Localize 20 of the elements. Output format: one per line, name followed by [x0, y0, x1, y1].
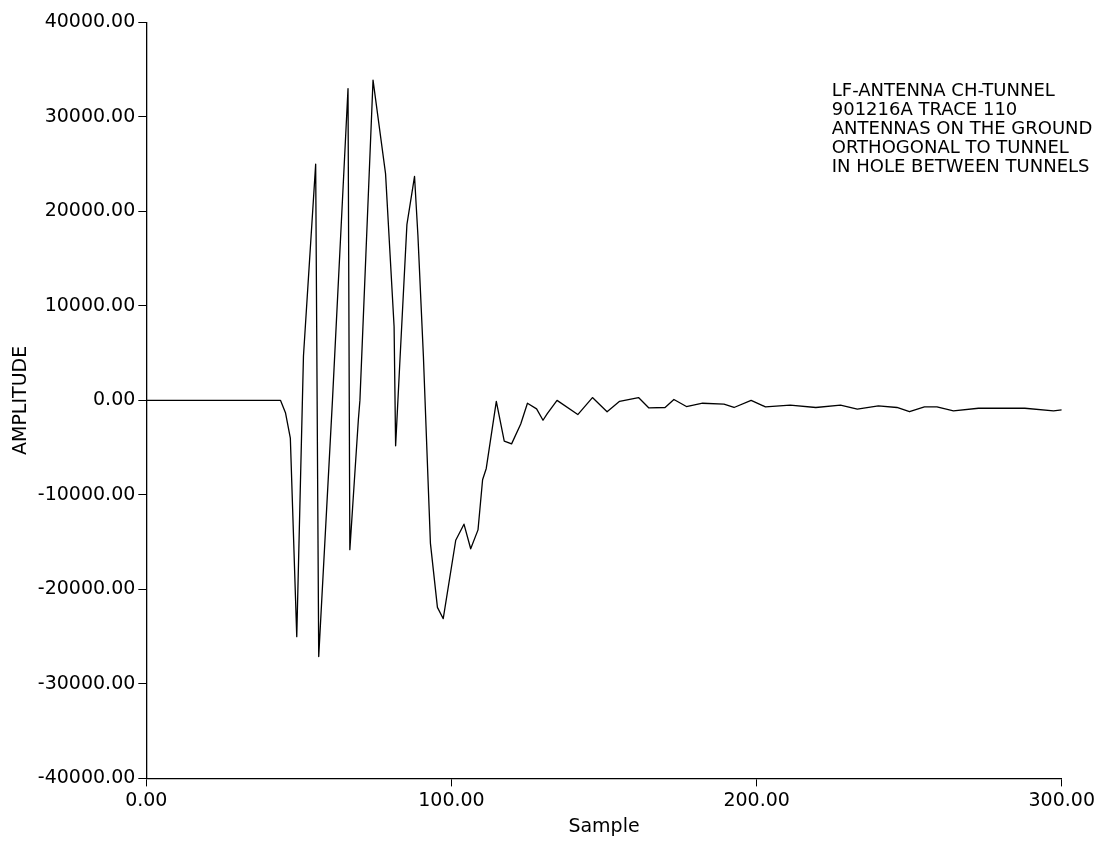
- y-tick-label: -20000.00: [37, 576, 136, 599]
- y-tick-label: -30000.00: [37, 670, 136, 693]
- x-axis-title: Sample: [568, 813, 640, 836]
- y-tick-label: 20000.00: [44, 198, 136, 221]
- x-tick-label: 200.00: [723, 787, 790, 810]
- y-tick-label: -10000.00: [37, 481, 136, 504]
- annotation: LF-ANTENNA CH-TUNNEL: [831, 79, 1055, 101]
- y-tick-label: 0.00: [93, 387, 136, 410]
- annotation: ANTENNAS ON THE GROUND: [831, 117, 1093, 139]
- x-tick-label: 100.00: [418, 787, 485, 810]
- annotation: IN HOLE BETWEEN TUNNELS: [831, 155, 1090, 177]
- y-tick-label: 30000.00: [44, 103, 136, 126]
- annotation: 901216A TRACE 110: [831, 98, 1018, 120]
- x-tick-label: 0.00: [125, 787, 168, 810]
- annotation: ORTHOGONAL TO TUNNEL: [831, 136, 1069, 158]
- y-axis-title: AMPLITUDE: [8, 345, 31, 455]
- y-tick-label: -40000.00: [37, 765, 136, 788]
- x-tick-label: 300.00: [1028, 787, 1095, 810]
- y-tick-label: 10000.00: [44, 292, 136, 315]
- y-tick-label: 40000.00: [44, 9, 136, 32]
